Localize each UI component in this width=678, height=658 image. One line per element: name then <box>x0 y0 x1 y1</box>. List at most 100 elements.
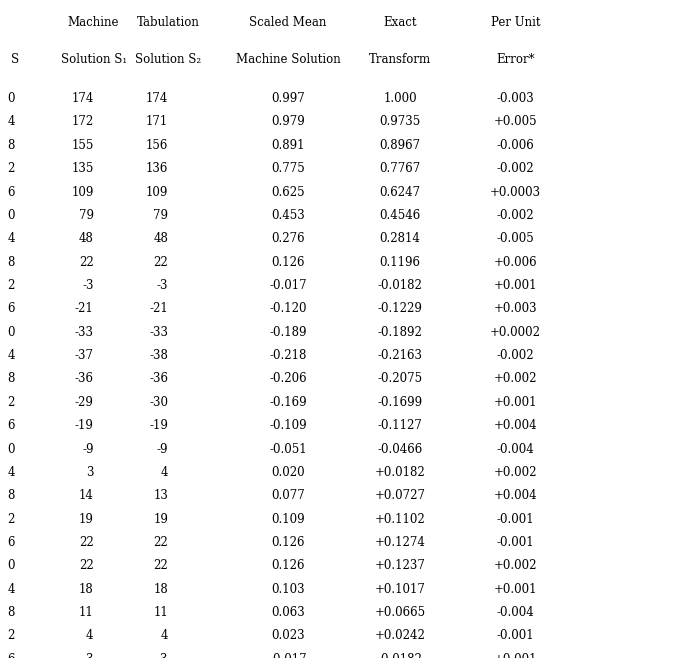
Text: -0.004: -0.004 <box>496 606 534 619</box>
Text: 6: 6 <box>7 303 15 315</box>
Text: -0.0182: -0.0182 <box>378 279 422 292</box>
Text: -37: -37 <box>75 349 94 362</box>
Text: -0.005: -0.005 <box>496 232 534 245</box>
Text: -0.189: -0.189 <box>269 326 307 339</box>
Text: -0.0466: -0.0466 <box>378 442 422 455</box>
Text: +0.006: +0.006 <box>494 255 537 268</box>
Text: -0.001: -0.001 <box>496 536 534 549</box>
Text: +0.0002: +0.0002 <box>490 326 541 339</box>
Text: 19: 19 <box>153 513 168 526</box>
Text: -0.218: -0.218 <box>269 349 307 362</box>
Text: 1.000: 1.000 <box>383 92 417 105</box>
Text: 4: 4 <box>7 583 15 595</box>
Text: 135: 135 <box>71 162 94 175</box>
Text: -0.109: -0.109 <box>269 419 307 432</box>
Text: 48: 48 <box>153 232 168 245</box>
Text: -0.206: -0.206 <box>269 372 307 386</box>
Text: -0.001: -0.001 <box>496 513 534 526</box>
Text: 18: 18 <box>79 583 94 595</box>
Text: 0.891: 0.891 <box>271 139 305 152</box>
Text: +0.1237: +0.1237 <box>374 559 426 572</box>
Text: -0.120: -0.120 <box>269 303 307 315</box>
Text: 0.9735: 0.9735 <box>380 116 420 128</box>
Text: 0.7767: 0.7767 <box>380 162 420 175</box>
Text: 4: 4 <box>7 349 15 362</box>
Text: 2: 2 <box>7 162 15 175</box>
Text: -29: -29 <box>75 395 94 409</box>
Text: -3: -3 <box>82 653 94 658</box>
Text: Scaled Mean: Scaled Mean <box>250 16 327 30</box>
Text: +0.002: +0.002 <box>494 372 537 386</box>
Text: 0: 0 <box>7 326 15 339</box>
Text: 8: 8 <box>7 139 15 152</box>
Text: 0.997: 0.997 <box>271 92 305 105</box>
Text: -0.006: -0.006 <box>496 139 534 152</box>
Text: 171: 171 <box>146 116 168 128</box>
Text: Machine: Machine <box>68 16 119 30</box>
Text: -0.1229: -0.1229 <box>378 303 422 315</box>
Text: -33: -33 <box>149 326 168 339</box>
Text: +0.0665: +0.0665 <box>374 606 426 619</box>
Text: -0.0182: -0.0182 <box>378 653 422 658</box>
Text: 19: 19 <box>79 513 94 526</box>
Text: 0.103: 0.103 <box>271 583 305 595</box>
Text: 3: 3 <box>86 466 94 479</box>
Text: +0.001: +0.001 <box>494 279 537 292</box>
Text: 8: 8 <box>7 255 15 268</box>
Text: 2: 2 <box>7 395 15 409</box>
Text: +0.002: +0.002 <box>494 559 537 572</box>
Text: 48: 48 <box>79 232 94 245</box>
Text: 0.126: 0.126 <box>271 536 305 549</box>
Text: -3: -3 <box>157 279 168 292</box>
Text: 0: 0 <box>7 92 15 105</box>
Text: 22: 22 <box>153 559 168 572</box>
Text: 8: 8 <box>7 372 15 386</box>
Text: 8: 8 <box>7 606 15 619</box>
Text: Solution S₁: Solution S₁ <box>60 53 127 66</box>
Text: 0.979: 0.979 <box>271 116 305 128</box>
Text: -9: -9 <box>82 442 94 455</box>
Text: 18: 18 <box>153 583 168 595</box>
Text: -0.002: -0.002 <box>496 162 534 175</box>
Text: -36: -36 <box>149 372 168 386</box>
Text: -36: -36 <box>75 372 94 386</box>
Text: Exact: Exact <box>383 16 417 30</box>
Text: +0.1102: +0.1102 <box>375 513 425 526</box>
Text: +0.1274: +0.1274 <box>374 536 426 549</box>
Text: 0.109: 0.109 <box>271 513 305 526</box>
Text: 174: 174 <box>146 92 168 105</box>
Text: -0.003: -0.003 <box>496 92 534 105</box>
Text: 14: 14 <box>79 489 94 502</box>
Text: 0.126: 0.126 <box>271 255 305 268</box>
Text: 109: 109 <box>71 186 94 199</box>
Text: +0.002: +0.002 <box>494 466 537 479</box>
Text: -0.2075: -0.2075 <box>378 372 422 386</box>
Text: 172: 172 <box>71 116 94 128</box>
Text: 11: 11 <box>153 606 168 619</box>
Text: Machine Solution: Machine Solution <box>236 53 340 66</box>
Text: 0.625: 0.625 <box>271 186 305 199</box>
Text: 4: 4 <box>7 466 15 479</box>
Text: -0.1892: -0.1892 <box>378 326 422 339</box>
Text: +0.001: +0.001 <box>494 583 537 595</box>
Text: 0.020: 0.020 <box>271 466 305 479</box>
Text: 0.2814: 0.2814 <box>380 232 420 245</box>
Text: -0.1699: -0.1699 <box>378 395 422 409</box>
Text: 4: 4 <box>7 116 15 128</box>
Text: 11: 11 <box>79 606 94 619</box>
Text: +0.001: +0.001 <box>494 395 537 409</box>
Text: 0.453: 0.453 <box>271 209 305 222</box>
Text: -38: -38 <box>149 349 168 362</box>
Text: +0.0727: +0.0727 <box>374 489 426 502</box>
Text: -0.169: -0.169 <box>269 395 307 409</box>
Text: 0.4546: 0.4546 <box>380 209 420 222</box>
Text: Error*: Error* <box>496 53 534 66</box>
Text: 79: 79 <box>79 209 94 222</box>
Text: +0.005: +0.005 <box>494 116 537 128</box>
Text: 6: 6 <box>7 186 15 199</box>
Text: -19: -19 <box>75 419 94 432</box>
Text: 174: 174 <box>71 92 94 105</box>
Text: -9: -9 <box>157 442 168 455</box>
Text: -0.1127: -0.1127 <box>378 419 422 432</box>
Text: Solution S₂: Solution S₂ <box>135 53 201 66</box>
